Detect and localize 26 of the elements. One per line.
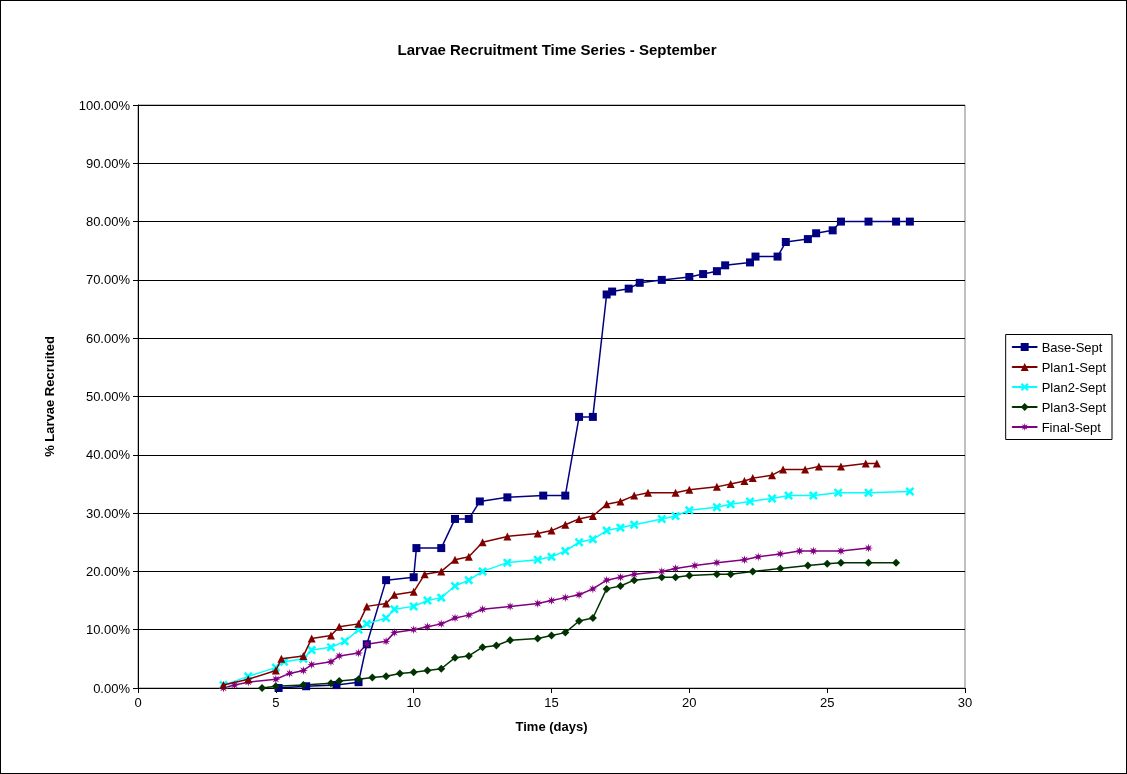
y-tick-label: 40.00% (85, 447, 131, 463)
legend-label: Final-Sept (1041, 419, 1102, 435)
y-tick-label: 10.00% (85, 622, 131, 638)
y-tick-label: 20.00% (85, 563, 131, 579)
legend-label: Plan2-Sept (1041, 379, 1107, 395)
x-tick-label: 0 (134, 695, 142, 710)
y-tick-label: 100.00% (78, 97, 131, 113)
legend-label: Plan3-Sept (1041, 399, 1107, 415)
chart-title: Larvae Recruitment Time Series - September (397, 41, 717, 58)
legend-label: Plan1-Sept (1041, 359, 1107, 375)
y-tick-label: 30.00% (85, 505, 131, 521)
y-tick-label: 50.00% (85, 389, 131, 404)
x-tick-label: 10 (406, 695, 421, 710)
y-tick-label: 60.00% (85, 330, 131, 346)
y-tick-label: 0.00% (93, 680, 131, 696)
x-axis-title: Time (days) (515, 719, 588, 734)
x-tick-label: 5 (272, 695, 280, 710)
y-tick-label: 90.00% (85, 155, 131, 171)
legend-label: Base-Sept (1041, 339, 1103, 355)
x-tick-label: 25 (819, 695, 835, 710)
y-tick-label: 70.00% (85, 272, 131, 288)
x-tick-label: 15 (544, 695, 559, 710)
x-tick-label: 30 (957, 695, 973, 710)
x-tick-label: 20 (682, 695, 697, 710)
y-tick-label: 80.00% (85, 214, 131, 230)
y-axis-title: % Larvae Recruited (42, 336, 57, 457)
